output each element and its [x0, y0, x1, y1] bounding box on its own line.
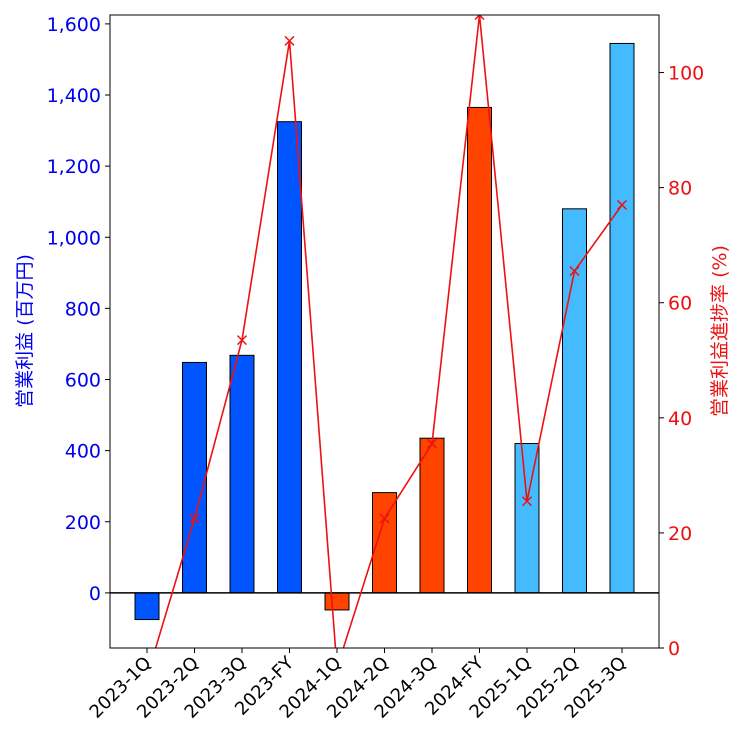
bar-2025-3Q	[609, 42, 635, 594]
left-tick-label: 1,200	[47, 156, 101, 178]
bar-2024-1Q	[324, 592, 350, 611]
left-tick-label: 600	[65, 370, 101, 392]
progress-marker-2024-2Q	[379, 513, 390, 524]
right-axis-title: 営業利益進捗率 (%)	[709, 245, 731, 417]
bar-2023-2Q	[182, 361, 207, 594]
right-y-axis: 0 20 40 60 80 100	[659, 63, 704, 660]
x-axis: 2023-1Q2023-2Q2023-3Q2023-FY2024-1Q2024-…	[86, 648, 631, 723]
right-tick-label: 0	[668, 638, 680, 660]
progress-marker-2024-3Q	[426, 438, 438, 449]
progress-marker-2025-3Q	[616, 199, 628, 210]
bar-2023-FY	[277, 121, 302, 594]
left-y-axis: 0 200 400 600 800 1,000 1,200 1,400 1,600	[47, 14, 110, 605]
bar-2024-3Q	[419, 437, 445, 594]
progress-marker-2025-2Q	[569, 266, 580, 277]
right-tick-label: 60	[668, 293, 692, 315]
bar-2023-1Q	[134, 592, 160, 621]
left-tick-label: 400	[65, 441, 101, 463]
right-tick-label: 20	[668, 523, 692, 545]
progress-line-series	[154, 15, 628, 648]
bar-2025-1Q	[514, 443, 540, 594]
left-tick-label: 1,600	[47, 14, 101, 36]
bar-series	[134, 42, 635, 621]
left-tick-label: 1,000	[47, 227, 101, 249]
bar-2023-3Q	[229, 354, 255, 594]
left-tick-label: 0	[89, 583, 101, 605]
left-tick-label: 800	[65, 298, 101, 320]
progress-marker-2025-1Q	[521, 496, 533, 507]
right-tick-label: 80	[668, 178, 692, 200]
right-tick-label: 100	[668, 63, 704, 85]
bar-2025-2Q	[562, 208, 587, 594]
right-tick-label: 40	[668, 408, 692, 430]
progress-marker-2023-2Q	[189, 513, 200, 524]
left-tick-label: 200	[65, 512, 101, 534]
progress-marker-2023-3Q	[236, 335, 248, 346]
bar-2024-FY	[467, 106, 492, 594]
left-axis-title: 営業利益 (百万円)	[14, 254, 36, 408]
progress-marker-2024-FY	[474, 15, 485, 21]
progress-marker-2023-FY	[284, 35, 295, 46]
left-tick-label: 1,400	[47, 85, 101, 107]
